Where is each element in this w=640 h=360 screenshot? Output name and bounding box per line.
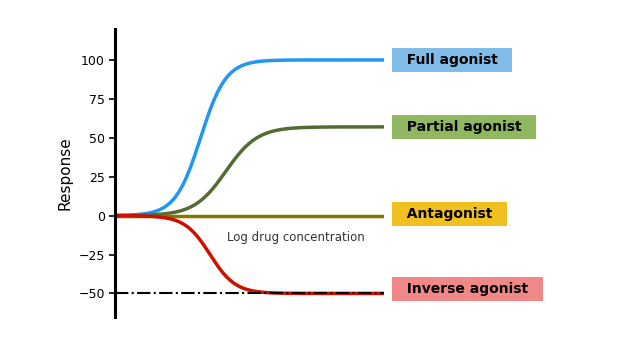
Text: Log drug concentration: Log drug concentration	[227, 231, 365, 244]
Text: Full agonist: Full agonist	[397, 53, 508, 67]
Text: Partial agonist: Partial agonist	[397, 120, 531, 134]
Text: Antagonist: Antagonist	[397, 207, 502, 221]
Y-axis label: Response: Response	[58, 136, 73, 210]
Text: Inverse agonist: Inverse agonist	[397, 282, 538, 296]
